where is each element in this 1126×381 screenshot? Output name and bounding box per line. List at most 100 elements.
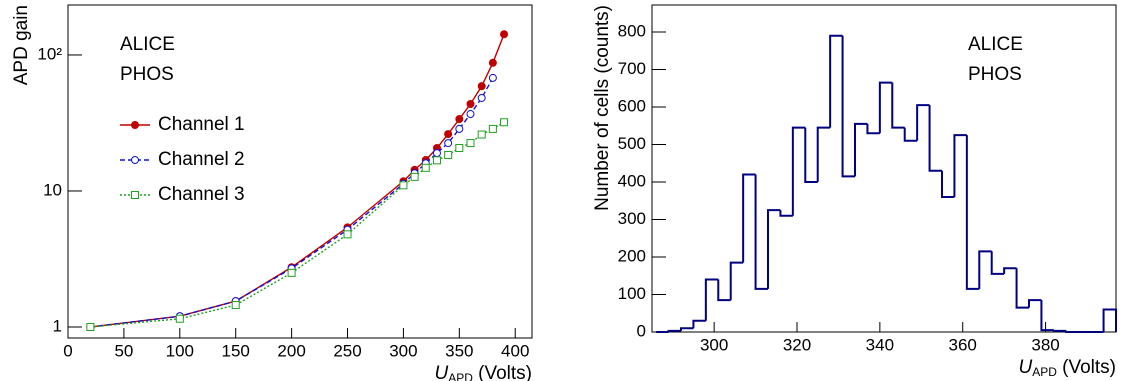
- y-tick-label: 600: [618, 96, 646, 115]
- x-tick-label: 250: [333, 341, 361, 360]
- y-tick-label: 200: [618, 246, 646, 265]
- marker: [488, 73, 497, 82]
- y-tick-label: 300: [618, 209, 646, 228]
- histogram-bin: [704, 278, 719, 321]
- marker: [488, 58, 497, 67]
- legend-marker: [131, 191, 139, 199]
- histogram-bin: [717, 279, 731, 302]
- y-tick-label: 400: [618, 171, 646, 190]
- marker: [477, 82, 486, 91]
- histogram-bin: [854, 122, 868, 177]
- x-tick-label: 300: [389, 341, 417, 360]
- y-tick-label: 500: [618, 134, 646, 153]
- histogram-bin: [903, 127, 918, 142]
- x-tick-label: 340: [866, 335, 894, 354]
- y-axis-label: Number of cells (counts): [592, 5, 613, 211]
- marker: [421, 163, 430, 172]
- x-tick-label: 150: [222, 341, 250, 360]
- histogram-bin: [804, 127, 818, 183]
- marker: [231, 301, 240, 310]
- x-axis-symbol: U: [1018, 357, 1032, 378]
- marker: [444, 150, 453, 159]
- x-axis-label: UAPD (Volts): [434, 363, 532, 381]
- legend-marker: [131, 121, 139, 129]
- series-line: [90, 77, 494, 328]
- histogram-bin: [916, 104, 930, 141]
- plot-frame: [651, 4, 1117, 333]
- histogram-bin: [791, 126, 806, 216]
- histogram-bin: [1003, 267, 1017, 274]
- histogram-bin: [841, 35, 855, 178]
- y-axis-label: APD gain: [11, 5, 32, 85]
- marker: [410, 172, 419, 181]
- histogram-bin: [866, 123, 880, 135]
- annotation: ALICE: [968, 34, 1023, 55]
- x-tick-label: 0: [63, 341, 72, 360]
- marker: [455, 115, 464, 124]
- x-tick-label: 380: [1031, 335, 1059, 354]
- x-tick-label: 200: [277, 341, 305, 360]
- histogram-bin: [1040, 300, 1054, 332]
- marker: [399, 181, 408, 190]
- y-tick-label: 700: [618, 59, 646, 78]
- marker: [477, 130, 486, 139]
- y-tick-label: 100: [618, 284, 646, 303]
- marker: [477, 93, 486, 102]
- histogram-bin: [829, 34, 843, 128]
- histogram-bin: [742, 173, 756, 263]
- x-tick-label: 360: [949, 335, 977, 354]
- histogram-bin: [779, 210, 793, 217]
- histogram-bin: [680, 327, 694, 331]
- series-line: [90, 121, 505, 328]
- legend-label: Channel 1: [158, 114, 245, 135]
- x-axis-symbol: U: [434, 363, 448, 381]
- x-axis-subscript: APD: [448, 371, 473, 381]
- marker: [488, 124, 497, 133]
- marker: [500, 30, 509, 39]
- histogram-bin: [729, 261, 744, 301]
- marker: [343, 230, 352, 239]
- histogram-bin: [667, 329, 681, 332]
- x-axis-subscript: APD: [1032, 365, 1057, 379]
- marker: [444, 139, 453, 148]
- histogram-bin: [692, 319, 706, 329]
- y-tick-label: 10²: [37, 44, 62, 63]
- annotation: ALICE: [120, 34, 175, 55]
- y-tick-label: 1: [53, 316, 62, 335]
- marker: [466, 139, 475, 148]
- marker: [466, 100, 475, 109]
- marker: [432, 149, 441, 158]
- histogram-bin: [754, 174, 768, 290]
- marker: [86, 322, 95, 331]
- marker: [500, 118, 509, 127]
- marker: [287, 268, 296, 277]
- marker: [175, 314, 184, 323]
- y-tick-label: 10: [43, 180, 62, 199]
- marker: [432, 156, 441, 165]
- histogram-bin: [1015, 268, 1029, 309]
- histogram-bin: [878, 81, 893, 134]
- x-tick-label: 320: [783, 335, 811, 354]
- x-axis-unit: (Volts): [1057, 357, 1116, 378]
- legend-marker: [131, 156, 139, 164]
- x-axis-label: UAPD (Volts): [1018, 357, 1116, 379]
- histogram-bin: [941, 170, 955, 198]
- legend-label: Channel 2: [158, 149, 245, 170]
- marker: [455, 144, 464, 153]
- histogram-bin: [767, 209, 781, 289]
- y-tick-label: 0: [637, 321, 646, 340]
- x-tick-label: 100: [166, 341, 194, 360]
- histogram-bin: [1028, 299, 1042, 308]
- histogram-bin: [816, 126, 831, 182]
- x-axis-unit: (Volts): [473, 363, 532, 381]
- histogram-bin: [965, 135, 980, 290]
- histogram-bin: [1102, 308, 1117, 332]
- histogram-bin: [891, 82, 905, 129]
- histogram-bin: [1052, 329, 1067, 332]
- marker: [444, 130, 453, 139]
- x-tick-label: 50: [114, 341, 133, 360]
- y-tick-label: 800: [618, 21, 646, 40]
- x-tick-label: 300: [700, 335, 728, 354]
- x-tick-label: 350: [445, 341, 473, 360]
